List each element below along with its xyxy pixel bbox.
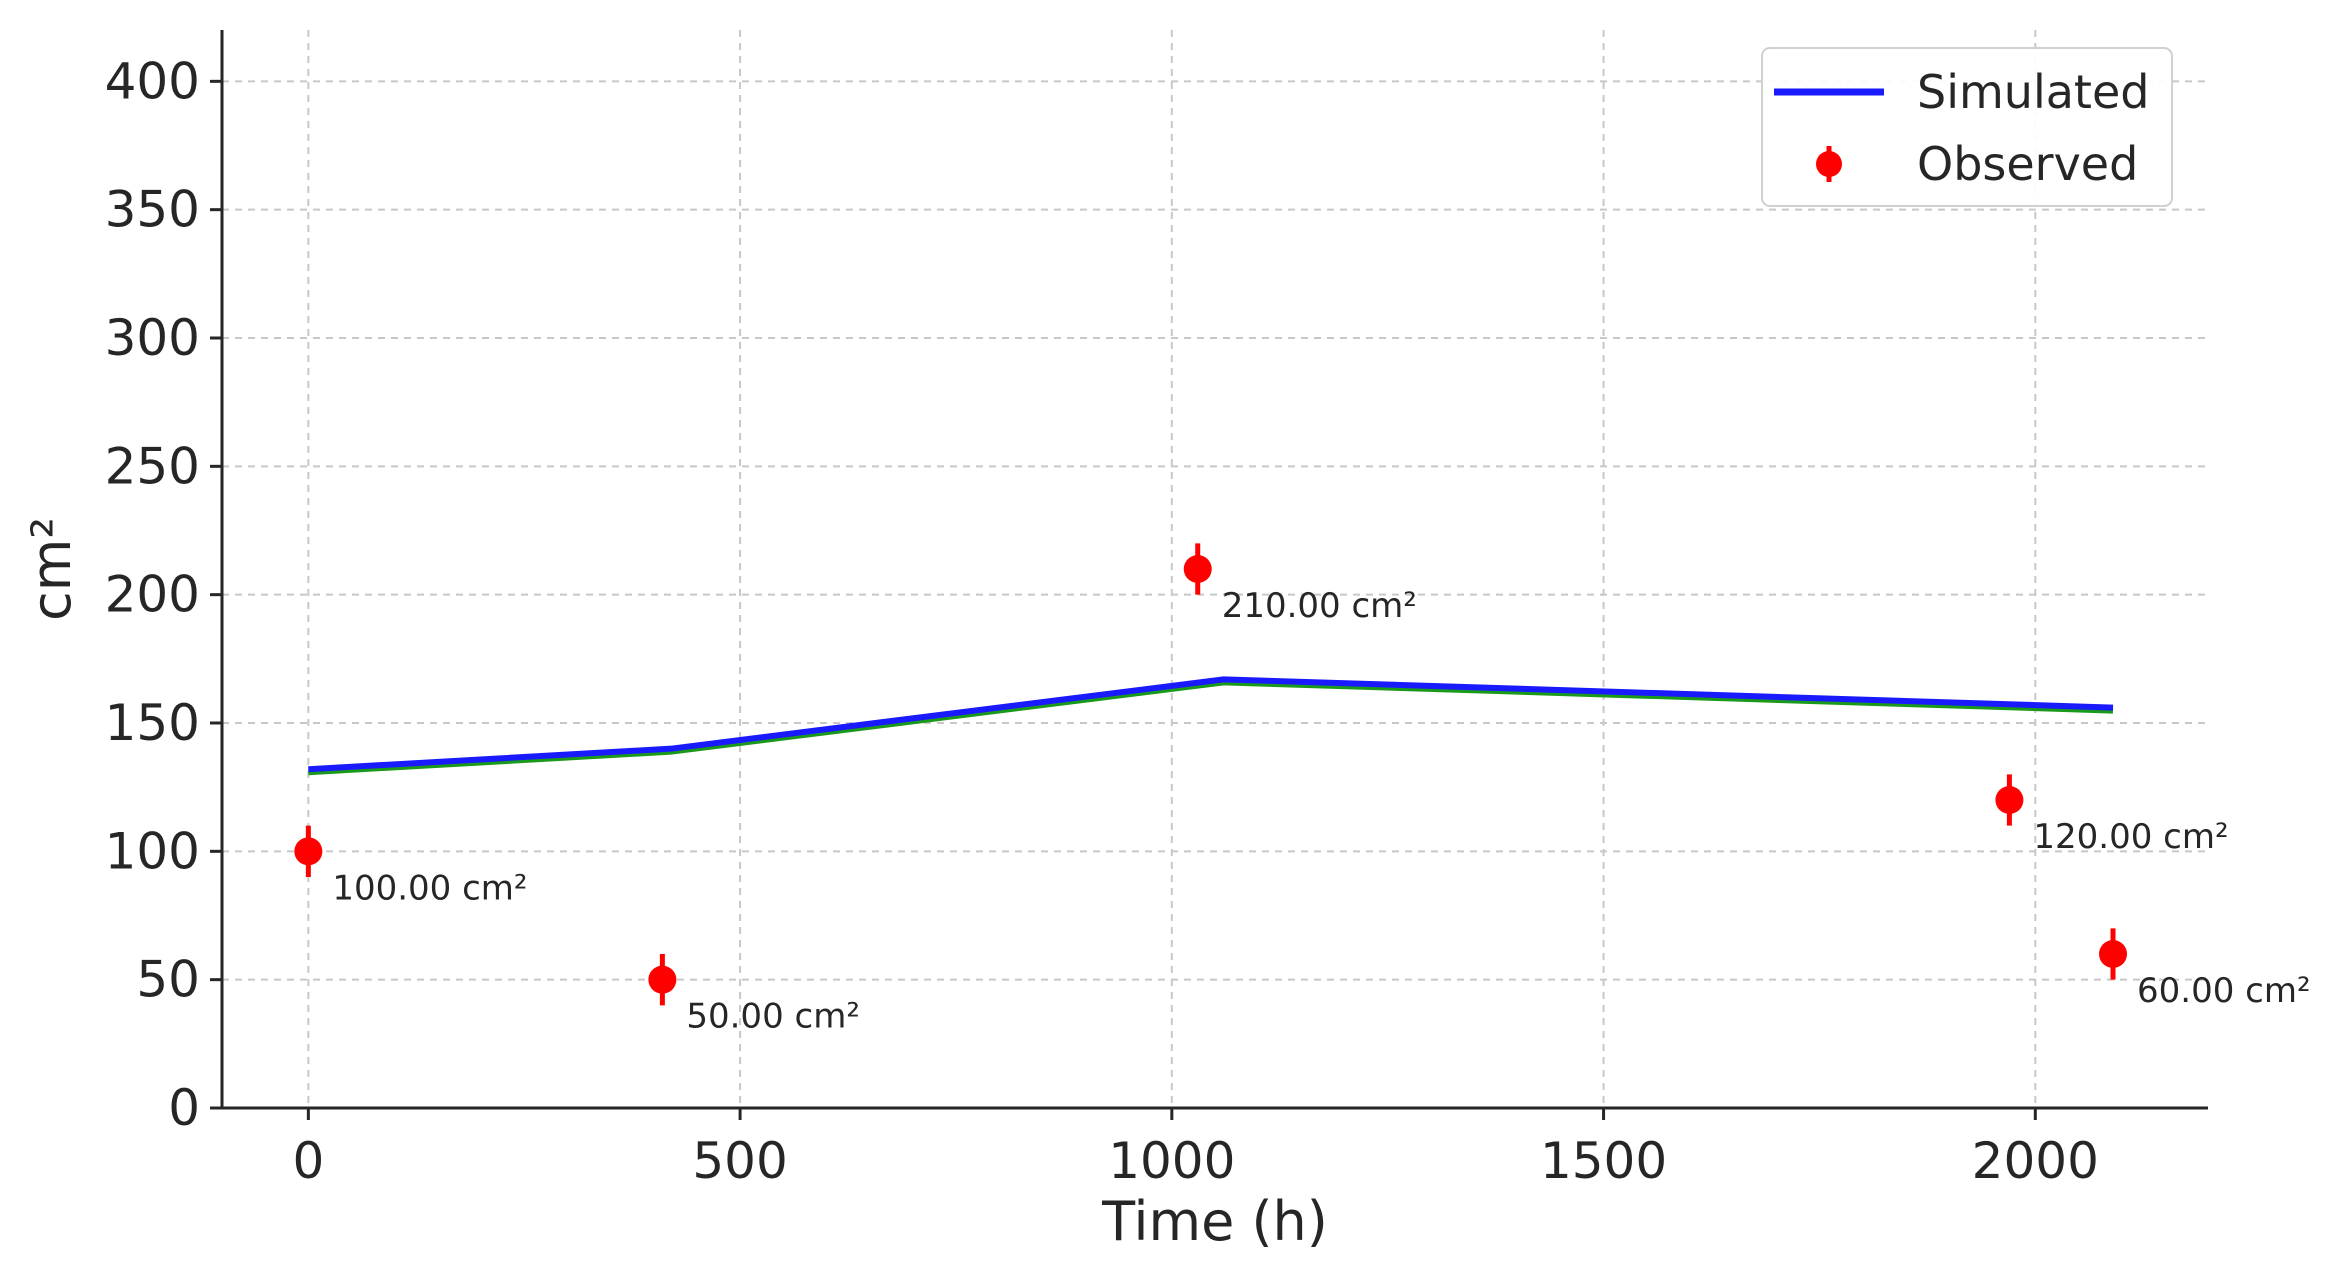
- legend-label: Simulated: [1917, 65, 2149, 119]
- y-tick-label: 150: [105, 694, 200, 752]
- y-axis-title: cm²: [20, 517, 83, 621]
- x-tick-label: 1500: [1540, 1132, 1667, 1190]
- legend: Simulated Observed: [1761, 47, 2173, 207]
- x-tick-label: 2000: [1972, 1132, 2099, 1190]
- simulated-line: [308, 676, 2114, 773]
- y-tick-label: 0: [168, 1079, 200, 1137]
- y-tick-label: 200: [105, 566, 200, 624]
- observed-point: [1183, 555, 1212, 583]
- observed-data-label: 120.00 cm²: [2033, 817, 2228, 857]
- legend-label: Observed: [1917, 137, 2138, 191]
- observed-data-label: 210.00 cm²: [1222, 586, 1417, 626]
- y-tick-label: 250: [105, 437, 200, 495]
- data-labels: 100.00 cm² 50.00 cm² 210.00 cm² 120.00 cm² 6…: [332, 586, 2310, 1037]
- y-tick-label: 400: [105, 52, 200, 110]
- observed-point: [648, 965, 677, 994]
- x-axis-title: Time (h): [1101, 1190, 1328, 1253]
- simulated-line-shadow: [308, 679, 2114, 776]
- y-tick-label: 100: [105, 822, 200, 880]
- observed-data-label: 50.00 cm²: [686, 997, 860, 1037]
- legend-point-swatch: [1816, 151, 1842, 177]
- x-tick-label: 1000: [1108, 1132, 1235, 1190]
- observed-data-label: 60.00 cm²: [2137, 971, 2311, 1011]
- axes: 0 500 1000 1500 2000 0 50 100 150 200 250 300 350 400…: [20, 30, 2208, 1253]
- observed-point: [2099, 940, 2128, 968]
- y-tick-label: 350: [105, 181, 200, 239]
- series-layer: [294, 543, 2128, 1006]
- observed-data-label: 100.00 cm²: [332, 868, 527, 908]
- y-tick-label: 50: [136, 951, 200, 1009]
- legend-box: [1761, 47, 2173, 207]
- y-tick-label: 300: [105, 309, 200, 367]
- observed-point: [294, 837, 323, 866]
- grid: [222, 30, 2208, 1109]
- x-tick-label: 0: [292, 1132, 324, 1190]
- x-tick-label: 500: [692, 1132, 787, 1190]
- observed-point: [1995, 786, 2024, 814]
